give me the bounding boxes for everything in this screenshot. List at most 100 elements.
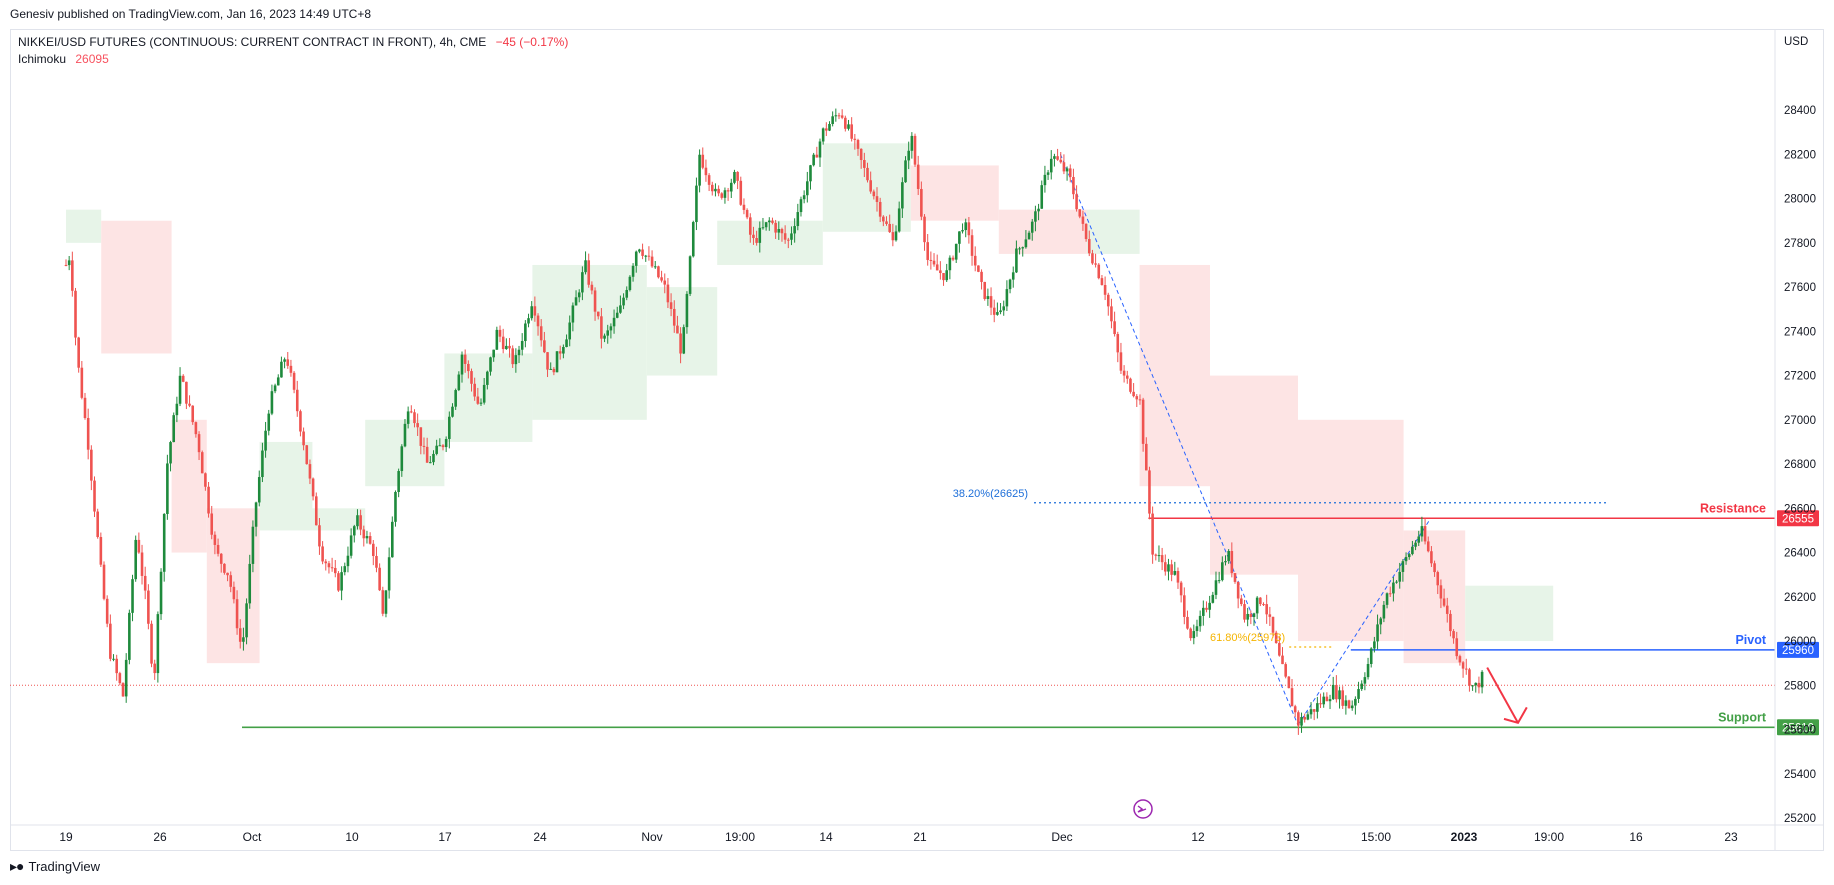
time-tick-label: 12 bbox=[1191, 830, 1205, 844]
candle-body bbox=[726, 190, 730, 192]
candle-body bbox=[1363, 677, 1367, 684]
candle-body bbox=[473, 383, 476, 397]
candle-body bbox=[302, 431, 305, 446]
candle-body bbox=[878, 201, 882, 217]
candle-body bbox=[945, 270, 949, 281]
candle-body bbox=[1331, 684, 1335, 700]
candle-body bbox=[1027, 232, 1031, 240]
candle-body bbox=[1141, 399, 1145, 444]
candle-body bbox=[653, 266, 657, 268]
time-axis: 19 26 Oct 10 17 24 Nov 19:00 14 21 Dec 12 19 15:00 202… bbox=[10, 824, 1824, 844]
candle-body bbox=[1233, 573, 1237, 582]
candle-body bbox=[1388, 593, 1392, 595]
candle-body bbox=[1401, 561, 1405, 572]
candle-body bbox=[549, 368, 553, 370]
candle-body bbox=[1021, 247, 1025, 249]
candle-body bbox=[834, 115, 838, 117]
candle-body bbox=[1049, 158, 1053, 173]
candle-body bbox=[593, 290, 597, 312]
candle-body bbox=[723, 190, 727, 198]
candle-body bbox=[942, 273, 945, 281]
time-tick-label: 17 bbox=[438, 830, 452, 844]
candle-body bbox=[844, 117, 847, 129]
price-axis: 26555 25960 25610 USD 25200 25400 25600 25800 26… bbox=[1774, 30, 1819, 850]
price-tick-label: 27000 bbox=[1784, 415, 1816, 427]
candle-body bbox=[1328, 699, 1332, 702]
candle-body bbox=[869, 180, 872, 192]
candle-body bbox=[1369, 648, 1373, 664]
candle-body bbox=[882, 216, 885, 222]
time-tick-label: Oct bbox=[243, 830, 262, 844]
cloud-segment bbox=[1086, 209, 1140, 254]
candle-body bbox=[124, 659, 128, 697]
candle-body bbox=[986, 296, 990, 299]
candle-body bbox=[248, 563, 252, 604]
tradingview-brand[interactable]: ▸● TradingView bbox=[10, 858, 100, 875]
candle-body bbox=[847, 124, 850, 129]
candle-body bbox=[1259, 597, 1262, 605]
candle-body bbox=[96, 511, 99, 537]
candle-body bbox=[641, 249, 644, 256]
symbol-row[interactable]: NIKKEI/USD FUTURES (CONTINUOUS: CURRENT … bbox=[18, 34, 568, 51]
candle-body bbox=[267, 413, 271, 431]
candle-body bbox=[958, 231, 961, 244]
candle-body bbox=[1211, 594, 1215, 603]
candle-body bbox=[872, 191, 876, 197]
candle-body bbox=[356, 515, 359, 527]
candle-body bbox=[1303, 717, 1306, 720]
chart-frame[interactable] bbox=[10, 29, 1824, 851]
candle-body bbox=[1068, 168, 1072, 177]
time-tick-label: 19:00 bbox=[725, 830, 755, 844]
candle-body bbox=[821, 128, 825, 142]
candle-body bbox=[897, 208, 901, 232]
candle-body bbox=[619, 305, 622, 313]
candle-body bbox=[1008, 279, 1012, 290]
time-tick-label: Nov bbox=[641, 830, 662, 844]
candle-body bbox=[657, 266, 660, 278]
tradingview-logo-icon: ▸● bbox=[10, 858, 25, 874]
candle-body bbox=[438, 445, 442, 447]
candle-body bbox=[467, 363, 470, 372]
candle-body bbox=[93, 480, 96, 512]
candle-body bbox=[1322, 696, 1325, 705]
candle-body bbox=[90, 449, 93, 481]
indicator-row[interactable]: Ichimoku 26095 bbox=[18, 51, 568, 68]
candle-body bbox=[131, 579, 134, 613]
candle-body bbox=[112, 658, 115, 660]
candle-body bbox=[901, 182, 904, 209]
candle-body bbox=[685, 293, 689, 328]
candle-body bbox=[910, 135, 914, 151]
candle-body bbox=[1461, 662, 1465, 669]
price-tick-label: 27200 bbox=[1784, 371, 1816, 383]
candle-body bbox=[980, 271, 983, 282]
candle-body bbox=[1278, 643, 1281, 656]
candle-body bbox=[1192, 631, 1196, 639]
candle-body bbox=[1040, 185, 1044, 209]
candle-body bbox=[343, 566, 347, 573]
candle-body bbox=[1034, 211, 1037, 222]
price-tick-label: 25400 bbox=[1784, 769, 1816, 781]
candle-body bbox=[1125, 375, 1129, 379]
price-tick-label: 28000 bbox=[1784, 194, 1816, 206]
cloud-segment bbox=[822, 143, 911, 232]
candle-body bbox=[527, 318, 530, 324]
candle-body bbox=[992, 307, 996, 315]
candle-body bbox=[622, 297, 625, 306]
candle-body bbox=[457, 374, 461, 391]
candle-body bbox=[1176, 570, 1180, 583]
candle-body bbox=[419, 427, 423, 446]
time-tick-label: 10 bbox=[345, 830, 359, 844]
candle-body bbox=[736, 171, 739, 181]
candle-body bbox=[1468, 669, 1471, 686]
candle-body bbox=[1059, 159, 1063, 163]
candle-body bbox=[1135, 396, 1139, 400]
cloud-segment bbox=[1139, 264, 1210, 487]
candle-body bbox=[1411, 546, 1414, 555]
candle-body bbox=[1106, 294, 1110, 307]
candle-body bbox=[1262, 604, 1265, 606]
candle-body bbox=[223, 563, 226, 573]
candle-body bbox=[961, 230, 964, 232]
candle-body bbox=[837, 115, 841, 117]
candle-body bbox=[235, 599, 239, 629]
